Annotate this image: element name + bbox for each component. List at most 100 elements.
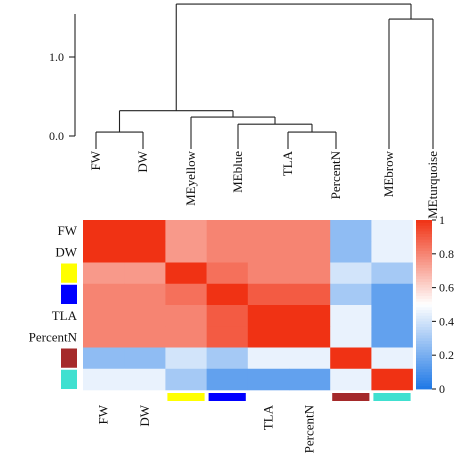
heatmap-cell-MEbrow-PercentN	[289, 347, 331, 370]
colorbar-segment	[416, 363, 432, 367]
colorbar-segment	[416, 265, 432, 269]
colorbar-segment	[416, 287, 432, 291]
heatmap-cell-PercentN-MEyellow	[165, 326, 207, 348]
col-label-TLA: TLA	[260, 404, 275, 430]
heatmap-cell-DW-TLA	[247, 241, 290, 263]
heatmap-cell-PercentN-MEbrow	[330, 326, 372, 348]
heatmap-cell-TLA-DW	[124, 305, 166, 327]
heatmap-cell-TLA-MEblue	[206, 305, 249, 327]
colorbar-segment	[416, 239, 432, 243]
colorbar-segment	[416, 262, 432, 266]
colorbar-segment	[416, 349, 432, 353]
row-module-swatch-MEyellow	[61, 263, 77, 283]
heatmap-cell-MEblue-PercentN	[289, 283, 331, 306]
dendrogram-leaf-label-TLA: TLA	[280, 150, 295, 176]
col-module-swatch-MEblue	[208, 393, 246, 401]
dendrogram-tick-label-1: 1.0	[49, 50, 64, 64]
heatmap-cell-MEyellow-TLA	[247, 262, 290, 285]
heatmap-cell-PercentN-PercentN	[289, 326, 331, 348]
col-module-swatch-MEbrow	[332, 393, 370, 401]
row-module-swatch-MEblue	[61, 284, 77, 304]
colorbar-segment	[416, 307, 432, 311]
colorbar-tick-label: 0.6	[439, 281, 454, 295]
colorbar-segment	[416, 360, 432, 365]
heatmap-cell-DW-MEbrow	[330, 241, 372, 263]
colorbar-segment	[416, 293, 432, 297]
colorbar-segment	[416, 369, 432, 373]
dendrogram-leaf-label-MEbrow: MEbrow	[381, 150, 396, 197]
heatmap-cell-MEblue-DW	[124, 283, 166, 306]
colorbar-segment	[416, 296, 432, 300]
heatmap-cell-TLA-MEyellow	[165, 305, 207, 327]
colorbar-segment	[416, 366, 432, 370]
heatmap-cell-FW-MEblue	[206, 220, 249, 242]
heatmap-cell-DW-DW	[124, 241, 166, 263]
row-labels: FW DW TLA PercentN	[29, 223, 78, 389]
dendrogram-leaf-label-MEturquoise: MEturquoise	[425, 151, 440, 219]
colorbar-segment	[416, 304, 432, 308]
heatmap	[83, 220, 413, 391]
heatmap-cell-MEbrow-MEyellow	[165, 347, 207, 370]
colorbar-segment	[416, 386, 432, 390]
heatmap-cell-FW-FW	[83, 220, 125, 242]
colorbar-segment	[416, 338, 432, 342]
row-label-PercentN: PercentN	[29, 329, 78, 344]
dendrogram-leaf-label-DW: DW	[135, 150, 150, 172]
heatmap-cell-PercentN-MEblue	[206, 326, 249, 348]
row-module-swatch-MEturquoise	[61, 369, 77, 389]
row-label-TLA: TLA	[52, 308, 78, 323]
colorbar-segment	[416, 248, 432, 252]
colorbar-segment	[416, 332, 432, 336]
colorbar-segment	[416, 250, 432, 255]
heatmap-cell-MEyellow-DW	[124, 262, 166, 285]
heatmap-cell-MEyellow-MEyellow	[165, 262, 207, 285]
row-label-FW: FW	[58, 223, 78, 238]
heatmap-cell-PercentN-MEturquoise	[371, 326, 413, 348]
dendrogram-leaf-label-FW: FW	[88, 150, 103, 170]
colorbar-segment	[416, 335, 432, 339]
colorbar-segment	[416, 222, 432, 227]
row-label-DW: DW	[55, 244, 77, 259]
colorbar-segment	[416, 377, 432, 381]
heatmap-cell-MEturquoise-MEturquoise	[371, 368, 413, 391]
colorbar-segment	[416, 284, 432, 288]
colorbar-segment	[416, 301, 432, 305]
dendrogram-tick-label-0: 0.0	[49, 129, 64, 143]
heatmap-cell-FW-MEturquoise	[371, 220, 413, 242]
heatmap-cell-TLA-PercentN	[289, 305, 331, 327]
col-label-DW: DW	[137, 404, 152, 426]
heatmap-cell-MEyellow-FW	[83, 262, 125, 285]
heatmap-cell-MEturquoise-PercentN	[289, 368, 331, 391]
heatmap-cell-PercentN-DW	[124, 326, 166, 348]
colorbar-segment	[416, 329, 432, 334]
colorbar-segment	[416, 220, 432, 224]
dendrogram: FW DW MEyellow MEblue TLA PercentN MEbrow MEtur…	[88, 3, 440, 219]
column-labels: FW DW TLA PercentN	[96, 393, 411, 453]
colorbar-segment	[416, 231, 432, 235]
heatmap-cell-MEyellow-MEturquoise	[371, 262, 413, 285]
heatmap-cell-MEbrow-MEbrow	[330, 347, 372, 370]
heatmap-cell-DW-MEturquoise	[371, 241, 413, 263]
heatmap-cell-FW-TLA	[247, 220, 290, 242]
colorbar-tick-label: 0.2	[439, 348, 454, 362]
heatmap-cell-MEbrow-TLA	[247, 347, 290, 370]
colorbar-segment	[416, 245, 432, 249]
colorbar-segment	[416, 281, 432, 286]
colorbar-segment	[416, 259, 432, 263]
colorbar-segment	[416, 310, 432, 314]
heatmap-cell-MEturquoise-MEyellow	[165, 368, 207, 391]
colorbar-segment	[416, 380, 432, 384]
colorbar-tick-label: 1	[439, 213, 445, 227]
heatmap-cell-MEyellow-MEblue	[206, 262, 249, 285]
heatmap-cell-MEblue-MEyellow	[165, 283, 207, 306]
colorbar-segment	[416, 267, 432, 272]
colorbar-segment	[416, 273, 432, 277]
colorbar-segment	[416, 346, 432, 350]
colorbar-segment	[416, 383, 432, 387]
heatmap-cell-TLA-MEbrow	[330, 305, 372, 327]
col-module-swatch-MEturquoise	[373, 393, 411, 401]
heatmap-cell-MEblue-MEturquoise	[371, 283, 413, 306]
heatmap-cell-MEblue-MEbrow	[330, 283, 372, 306]
heatmap-cell-MEblue-FW	[83, 283, 125, 306]
